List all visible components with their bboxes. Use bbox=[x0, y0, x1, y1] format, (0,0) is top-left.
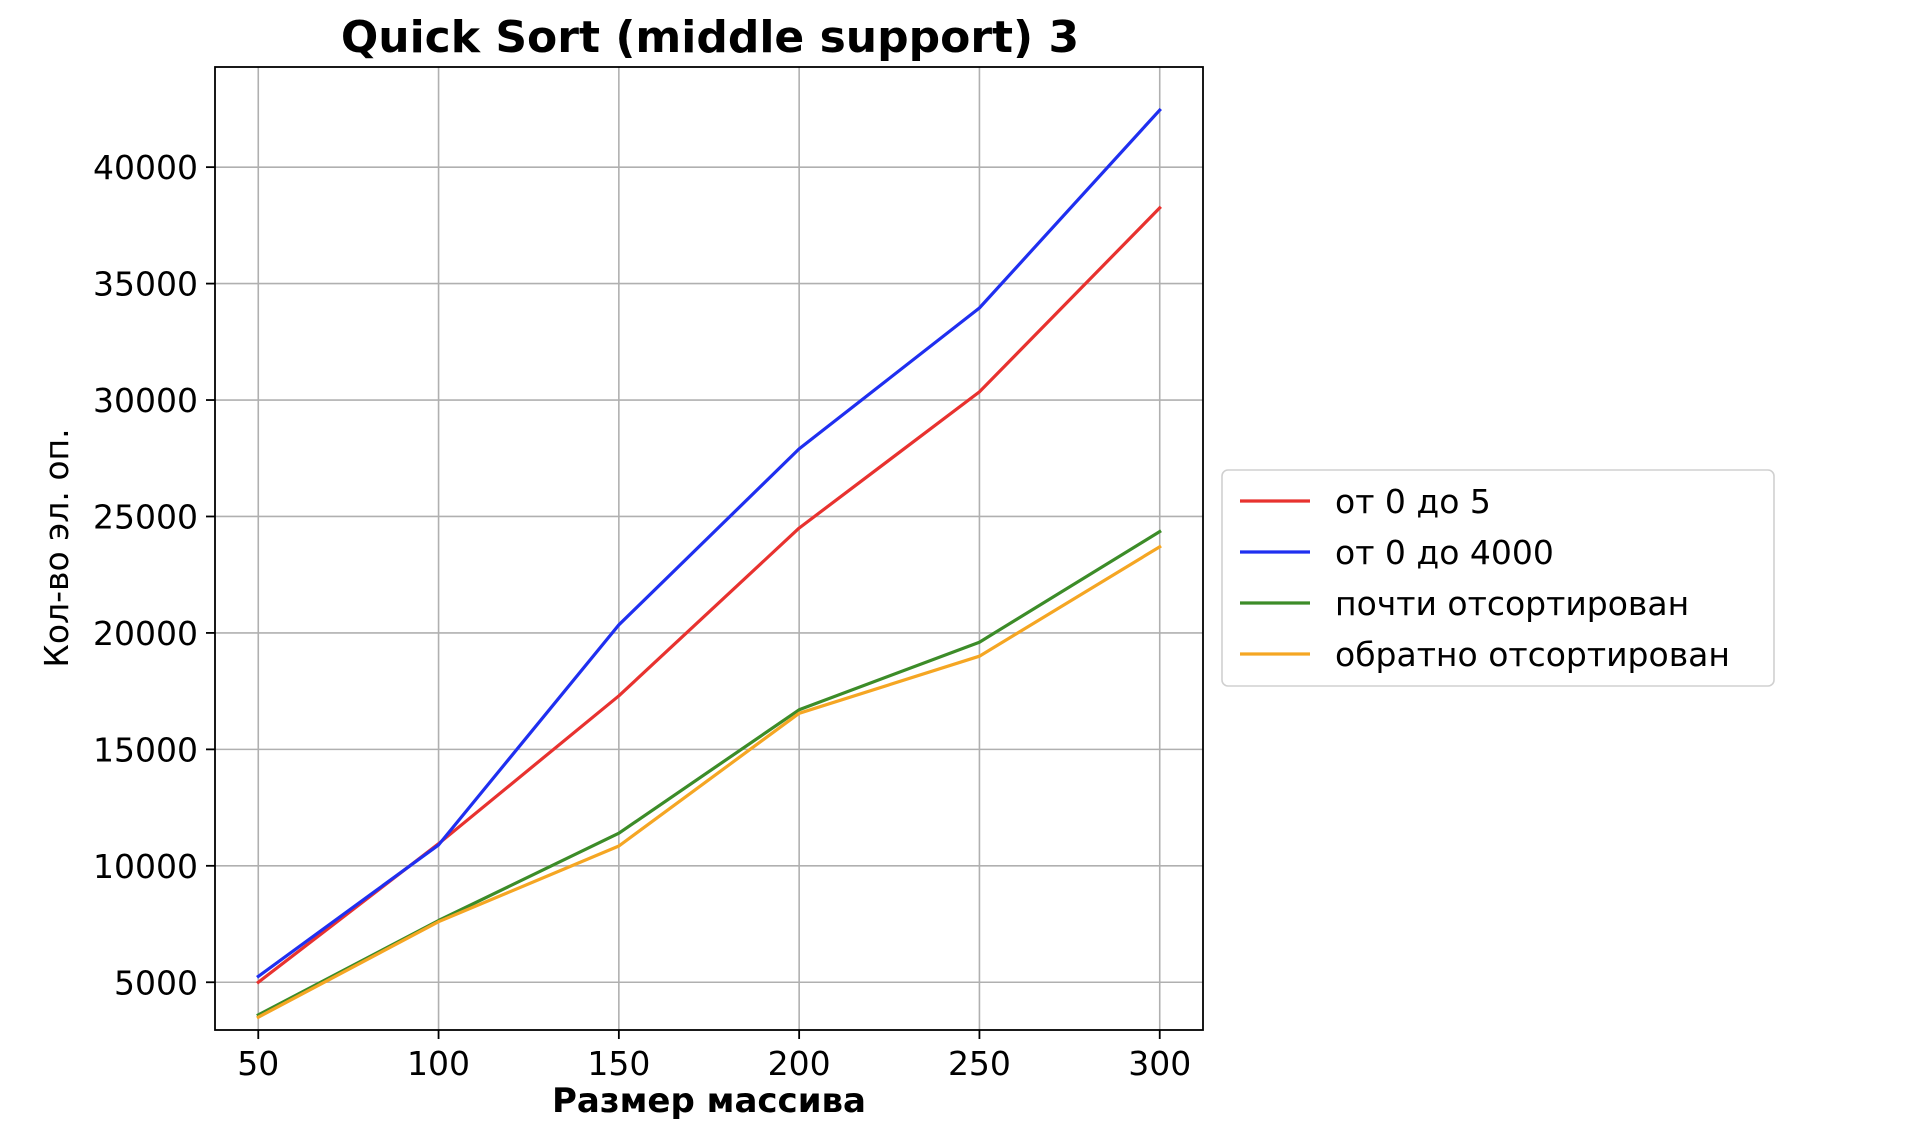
plot-area-frame bbox=[214, 66, 1204, 1031]
grid bbox=[215, 67, 1203, 1030]
x-tick-label: 100 bbox=[407, 1044, 470, 1083]
legend-label: от 0 до 5 bbox=[1335, 482, 1491, 521]
legend-label: обратно отсортирован bbox=[1335, 635, 1730, 674]
x-axis-label: Размер массива bbox=[552, 1081, 866, 1121]
legend: от 0 до 5 от 0 до 4000 почти отсортирован о… bbox=[1221, 469, 1775, 687]
y-tick-label: 20000 bbox=[93, 614, 198, 653]
y-axis-ticks: 5000 10000 15000 20000 25000 30000 35000 40000 bbox=[93, 148, 215, 1002]
series-line-2 bbox=[256, 107, 1162, 979]
y-tick-label: 25000 bbox=[93, 497, 198, 536]
x-tick-label: 200 bbox=[768, 1044, 831, 1083]
series-lines bbox=[256, 107, 1162, 1020]
series-line-4 bbox=[256, 544, 1162, 1020]
x-tick-label: 150 bbox=[587, 1044, 650, 1083]
y-tick-label: 30000 bbox=[93, 381, 198, 420]
x-tick-label: 50 bbox=[237, 1044, 279, 1083]
x-axis-ticks: 50 100 150 200 250 300 bbox=[237, 1030, 1191, 1083]
y-axis-label: Кол-во эл. оп. bbox=[37, 428, 76, 667]
y-tick-label: 40000 bbox=[93, 148, 198, 187]
y-tick-label: 15000 bbox=[93, 730, 198, 769]
x-tick-label: 300 bbox=[1128, 1044, 1191, 1083]
x-tick-label: 250 bbox=[948, 1044, 1011, 1083]
series-line-3 bbox=[256, 529, 1162, 1018]
legend-label: почти отсортирован bbox=[1335, 584, 1689, 623]
legend-box bbox=[1221, 469, 1775, 687]
chart-title: Quick Sort (middle support) 3 bbox=[341, 12, 1079, 63]
y-tick-label: 35000 bbox=[93, 265, 198, 304]
legend-label: от 0 до 4000 bbox=[1335, 533, 1554, 572]
y-tick-label: 5000 bbox=[114, 963, 198, 1002]
y-tick-label: 10000 bbox=[93, 847, 198, 886]
